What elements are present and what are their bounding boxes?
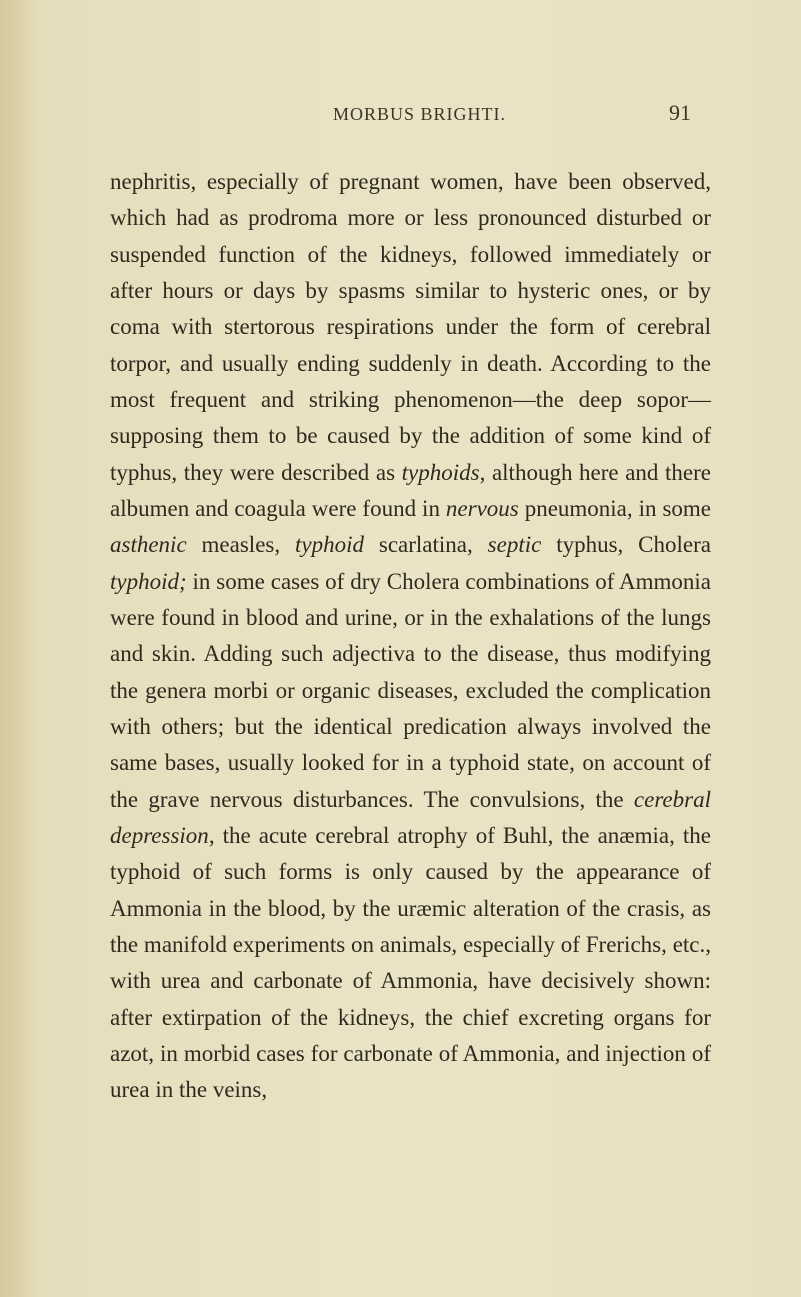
- book-page: MORBUS BRIGHTI. 91 nephritis, especially…: [0, 0, 801, 1297]
- body-paragraph: nephritis, especially of pregnant women,…: [110, 164, 711, 1109]
- italic-text: septic: [488, 532, 542, 557]
- italic-text: typhoid;: [110, 569, 187, 594]
- plain-text: scarlatina,: [364, 532, 488, 557]
- page-number: 91: [669, 100, 691, 126]
- italic-text: asthenic: [110, 532, 187, 557]
- plain-text: pneumonia, in some: [519, 496, 711, 521]
- italic-text: typhoid: [295, 532, 364, 557]
- page-header: MORBUS BRIGHTI. 91: [110, 100, 711, 126]
- plain-text: nephritis, especially of pregnant women,…: [110, 169, 711, 485]
- italic-text: nervous: [446, 496, 519, 521]
- plain-text: , the acute cerebral atrophy of Buhl, th…: [110, 823, 711, 1102]
- plain-text: measles,: [187, 532, 295, 557]
- plain-text: typhus, Cholera: [541, 532, 711, 557]
- plain-text: in some cases of dry Cholera combination…: [110, 569, 711, 812]
- running-title: MORBUS BRIGHTI.: [170, 104, 669, 125]
- italic-text: typhoids: [402, 460, 480, 485]
